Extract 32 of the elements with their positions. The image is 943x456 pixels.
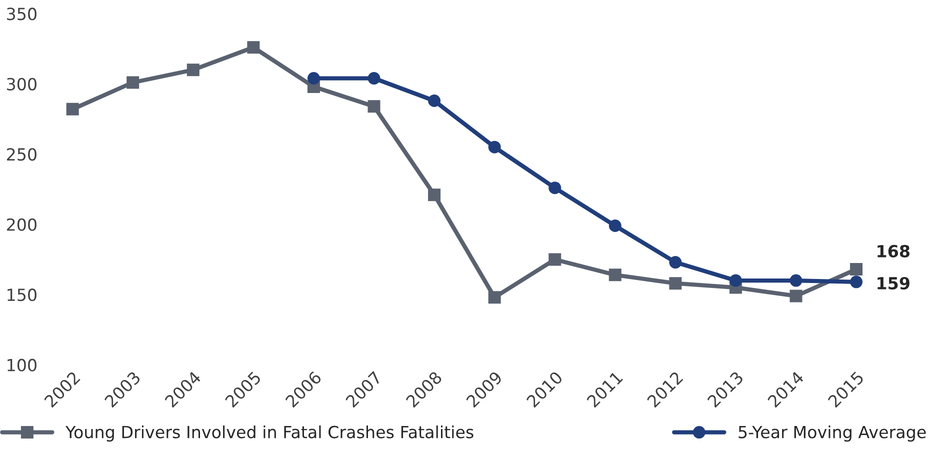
- point: [608, 220, 622, 232]
- point: [669, 277, 682, 290]
- point: [669, 256, 682, 269]
- point: [488, 291, 501, 304]
- point: [307, 72, 320, 85]
- point: [126, 76, 140, 89]
- point: [368, 72, 380, 85]
- y-tick-label: 100: [8, 358, 36, 372]
- y-tick-label: 150: [8, 288, 36, 302]
- y-tick-label: 350: [7, 8, 36, 20]
- point: [66, 102, 79, 116]
- y-tick-label: 300: [7, 78, 36, 90]
- y-tick-label: 200: [6, 218, 36, 231]
- y-tick-label: 250: [6, 148, 36, 161]
- point: [428, 94, 441, 108]
- legend-label: Young Drivers Involved in Fatal Crashes Fatalities: [65, 425, 474, 442]
- point: [850, 263, 863, 276]
- point: [548, 182, 562, 194]
- point: [790, 274, 802, 287]
- point: [247, 41, 260, 54]
- point: [428, 188, 441, 202]
- point: [850, 276, 863, 288]
- legend-label: 5-Year Moving Average: [738, 425, 926, 442]
- data-label: 168: [878, 244, 910, 258]
- point: [729, 274, 742, 287]
- point: [790, 290, 802, 302]
- data-label: 159: [878, 276, 910, 290]
- point: [608, 268, 622, 282]
- point: [488, 140, 501, 154]
- point: [548, 253, 562, 266]
- point: [368, 100, 380, 113]
- point: [186, 64, 200, 76]
